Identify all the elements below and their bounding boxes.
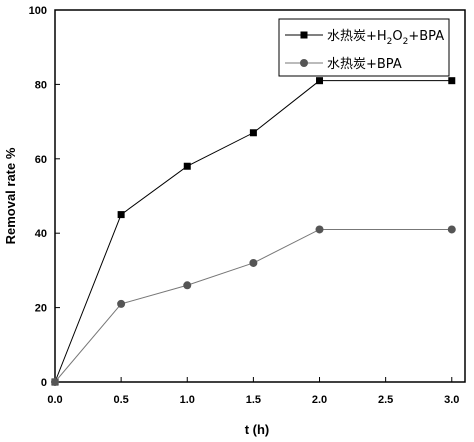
y-axis-title: Removal rate % [3,147,18,244]
series-1-point [183,162,191,170]
x-tick-label: 2.5 [378,394,393,406]
series-2-point [117,299,126,308]
legend-entry-h2o2-bpa: 水热炭+H2O2+BPA [285,29,444,47]
plot-layer: 0.0 0.5 1.0 1.5 2.0 2.5 3.0 0 20 40 60 80 100 [29,5,466,406]
series-line-1 [54,80,452,383]
x-tick-label: 1.5 [246,394,261,406]
x-tick-label: 3.0 [444,394,459,406]
series-1-point [448,77,456,85]
series-2-point [249,258,258,267]
legend: 水热炭+H2O2+BPA 水热炭+BPA [278,18,450,77]
series-1-point [249,129,257,137]
series-2-point [183,281,192,290]
legend-entry-bpa: 水热炭+BPA [285,57,402,72]
y-tick-label: 0 [41,377,47,389]
x-tick-label: 1.0 [180,394,195,406]
x-tick-label: 0.0 [47,394,62,406]
legend-label-bpa: 水热炭+BPA [327,57,402,72]
series-2-point [51,378,59,386]
legend-marker-square [300,31,308,39]
x-axis-title: t (h) [245,422,270,437]
plot-frame [54,9,466,383]
series-2-point [447,225,456,234]
series-1-point [316,77,324,85]
y-tick-label: 40 [35,228,47,240]
legend-label-h2o2-bpa: 水热炭+H2O2+BPA [327,29,444,47]
series-1-point [117,211,125,219]
x-tick-label: 0.5 [113,394,128,406]
x-tick-label: 2.0 [312,394,327,406]
series-line-2 [54,228,452,383]
series-2-point [315,225,324,234]
y-tick-label: 60 [35,154,47,166]
y-tick-label: 100 [29,5,47,17]
y-tick-label: 20 [35,303,47,315]
y-tick-label: 80 [35,79,47,91]
legend-box [278,18,450,77]
legend-marker-circle [300,59,308,67]
